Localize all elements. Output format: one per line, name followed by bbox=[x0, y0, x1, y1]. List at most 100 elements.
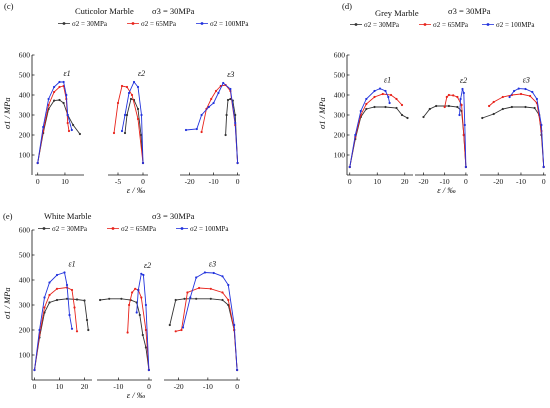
y-tick-label: 200 bbox=[19, 131, 31, 140]
data-point bbox=[533, 106, 536, 110]
data-point bbox=[55, 287, 59, 290]
data-point bbox=[78, 132, 81, 136]
data-point bbox=[492, 100, 495, 104]
data-point bbox=[508, 95, 511, 99]
data-point bbox=[458, 113, 461, 117]
data-point bbox=[447, 93, 450, 97]
confining-condition: σ3 = 30MPa bbox=[152, 6, 195, 16]
data-point bbox=[227, 298, 230, 302]
data-point bbox=[203, 271, 206, 274]
data-point bbox=[233, 323, 236, 327]
data-point bbox=[395, 97, 398, 101]
data-point bbox=[120, 297, 123, 300]
data-point bbox=[348, 165, 351, 169]
strain-subplot-3: -20 -10 0 ε3 bbox=[180, 70, 240, 186]
data-point bbox=[189, 296, 192, 299]
data-point bbox=[66, 121, 69, 125]
data-point bbox=[141, 333, 144, 337]
data-point bbox=[200, 130, 203, 134]
series-line bbox=[127, 288, 150, 371]
strain-subplot-2: -10 0 ε2 bbox=[97, 261, 152, 391]
x-tick-label: -20 bbox=[418, 177, 428, 186]
series-line bbox=[509, 88, 545, 168]
data-point bbox=[373, 105, 376, 109]
strain-subplot-3: -20 -10 0 ε3 bbox=[164, 260, 240, 391]
strain-annotation: ε2 bbox=[138, 69, 145, 78]
series-line bbox=[169, 298, 238, 371]
data-point bbox=[462, 133, 465, 137]
data-point bbox=[209, 287, 212, 290]
data-point bbox=[38, 328, 41, 332]
data-point bbox=[132, 80, 136, 84]
data-point bbox=[222, 81, 225, 85]
legend-entry: σ2 = 65MPa bbox=[141, 20, 177, 28]
strain-annotation: ε3 bbox=[523, 76, 530, 85]
data-point bbox=[540, 123, 543, 127]
strain-subplot-2: -5 0 ε2 bbox=[108, 69, 148, 186]
data-point bbox=[373, 89, 376, 93]
y-tick-label: 600 bbox=[19, 51, 31, 60]
data-point bbox=[227, 283, 230, 287]
x-tick-label: -10 bbox=[209, 177, 219, 186]
legend-entry: σ2 = 65MPa bbox=[121, 225, 157, 233]
data-point bbox=[492, 112, 495, 116]
x-axis-label: ε / ‰ bbox=[127, 185, 146, 195]
y-tick-label: 100 bbox=[19, 151, 31, 160]
data-point bbox=[365, 107, 368, 111]
chart-title: Cuticolor Marble bbox=[75, 6, 134, 16]
chart-panel-c: (c) Cuticolor Marble σ3 = 30MPa σ2 = 30MPa σ… bbox=[2, 1, 249, 195]
legend-entry: σ2 = 100MPa bbox=[210, 20, 249, 28]
y-tick-label: 200 bbox=[19, 326, 31, 335]
y-tick-label: 500 bbox=[19, 71, 31, 80]
y-tick-label: 300 bbox=[19, 111, 31, 120]
data-point bbox=[212, 271, 215, 275]
data-point bbox=[221, 275, 224, 278]
data-point bbox=[435, 104, 438, 108]
data-point bbox=[229, 87, 232, 91]
y-tick-label: 400 bbox=[19, 91, 31, 100]
data-point bbox=[217, 91, 220, 95]
data-point bbox=[184, 128, 188, 132]
y-axis-label: σ1 / MPa bbox=[2, 97, 12, 129]
x-tick-label: -20 bbox=[493, 177, 503, 186]
data-point bbox=[53, 99, 56, 102]
data-point bbox=[58, 80, 61, 84]
data-point bbox=[195, 297, 198, 300]
y-axis-label: σ1 / MPa bbox=[317, 97, 327, 129]
strain-subplot-2: -20 -10 0 ε2 bbox=[415, 76, 468, 186]
x-tick-label: 0 bbox=[141, 177, 145, 186]
data-point bbox=[535, 97, 539, 101]
x-tick-label: 0 bbox=[36, 177, 40, 186]
x-tick-label: 10 bbox=[56, 382, 64, 391]
x-tick-label: -10 bbox=[113, 382, 123, 391]
data-point bbox=[116, 101, 120, 105]
data-point bbox=[445, 95, 448, 99]
data-point bbox=[387, 95, 390, 99]
data-point bbox=[147, 368, 150, 372]
x-tick-label: -10 bbox=[516, 177, 526, 186]
series-line bbox=[100, 298, 150, 371]
x-tick-label: -5 bbox=[115, 177, 121, 186]
data-point bbox=[123, 113, 127, 117]
data-point bbox=[42, 125, 45, 129]
data-point bbox=[129, 97, 133, 101]
data-point bbox=[388, 101, 391, 105]
data-point bbox=[381, 92, 384, 96]
data-point bbox=[531, 90, 534, 94]
y-tick-label: 100 bbox=[334, 151, 346, 160]
data-point bbox=[234, 121, 237, 125]
data-point bbox=[389, 93, 393, 97]
data-point bbox=[395, 106, 398, 110]
data-point bbox=[186, 291, 189, 294]
data-point bbox=[236, 161, 239, 165]
x-tick-label: 0 bbox=[348, 177, 352, 186]
data-point bbox=[236, 368, 239, 372]
x-tick-label: 0 bbox=[236, 177, 240, 186]
data-point bbox=[43, 296, 46, 299]
legend-marker bbox=[354, 23, 358, 26]
data-point bbox=[137, 288, 140, 292]
data-point bbox=[43, 306, 46, 309]
data-point bbox=[384, 89, 387, 93]
data-point bbox=[65, 283, 69, 287]
data-point bbox=[48, 301, 51, 304]
